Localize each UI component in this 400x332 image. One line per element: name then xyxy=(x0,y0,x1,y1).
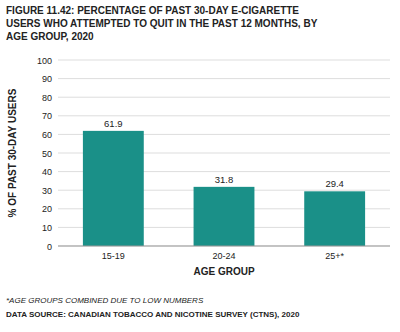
footnote: DATA SOURCE: CANADIAN TOBACCO AND NICOTI… xyxy=(6,310,300,319)
x-axis: 15-19 20-24 25+* xyxy=(58,246,390,261)
grid-line xyxy=(58,246,390,247)
y-axis: 0 10 20 30 40 50 60 70 80 90 100 xyxy=(37,56,52,252)
y-tick-label: 80 xyxy=(42,93,52,103)
grid-line xyxy=(58,60,390,61)
data-label: 31.8 xyxy=(215,174,234,185)
bar xyxy=(83,131,144,246)
data-label: 61.9 xyxy=(104,118,123,129)
bars xyxy=(83,131,365,246)
y-tick-label: 70 xyxy=(42,111,52,121)
bar xyxy=(194,187,255,246)
grid xyxy=(58,60,390,246)
data-label: 29.4 xyxy=(325,178,344,189)
grid-line xyxy=(58,78,390,79)
y-axis-label: % OF PAST 30-DAY USERS xyxy=(7,88,18,217)
title-line: FIGURE 11.42: PERCENTAGE OF PAST 30-DAY … xyxy=(6,5,299,16)
bar xyxy=(304,191,365,246)
y-tick-label: 40 xyxy=(42,167,52,177)
title-line: USERS WHO ATTEMPTED TO QUIT IN THE PAST … xyxy=(6,18,318,29)
y-tick-label: 90 xyxy=(42,74,52,84)
y-tick-label: 60 xyxy=(42,130,52,140)
y-tick-label: 10 xyxy=(42,223,52,233)
y-tick-label: 100 xyxy=(37,56,52,66)
y-tick-label: 30 xyxy=(42,186,52,196)
grid-line xyxy=(58,97,390,98)
y-tick-label: 0 xyxy=(47,242,52,252)
y-tick-label: 50 xyxy=(42,149,52,159)
data-labels: 61.9 31.8 29.4 xyxy=(104,118,344,189)
x-axis-line xyxy=(58,246,390,247)
footnote: *AGE GROUPS COMBINED DUE TO LOW NUMBERS xyxy=(6,296,204,305)
title-line: AGE GROUP, 2020 xyxy=(6,31,94,42)
x-axis-label: AGE GROUP xyxy=(193,266,254,277)
y-tick-label: 20 xyxy=(42,204,52,214)
chart-container: FIGURE 11.42: PERCENTAGE OF PAST 30-DAY … xyxy=(0,0,400,332)
title: FIGURE 11.42: PERCENTAGE OF PAST 30-DAY … xyxy=(6,5,318,42)
x-tick-label: 15-19 xyxy=(102,251,125,261)
grid-line xyxy=(58,115,390,116)
x-tick-label: 20-24 xyxy=(212,251,235,261)
x-tick-label: 25+* xyxy=(325,251,344,261)
chart: FIGURE 11.42: PERCENTAGE OF PAST 30-DAY … xyxy=(0,0,400,332)
